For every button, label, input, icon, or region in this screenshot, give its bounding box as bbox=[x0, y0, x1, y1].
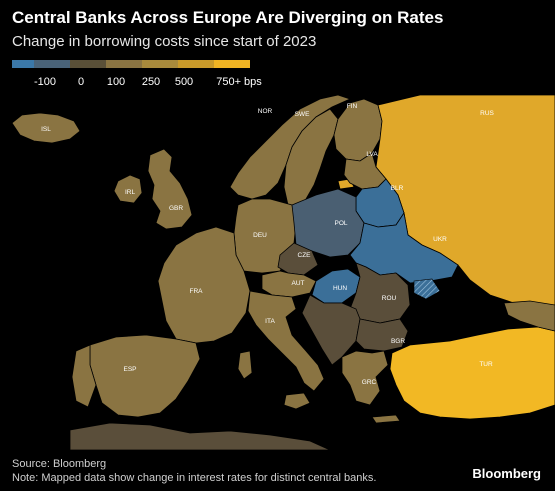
chart-footer: Source: Bloomberg Note: Mapped data show… bbox=[12, 457, 376, 485]
country-caucasus bbox=[503, 300, 555, 332]
country-label: BGR bbox=[391, 338, 405, 345]
country-label: IRL bbox=[125, 189, 136, 196]
country-label: GBR bbox=[169, 205, 183, 212]
legend-swatch-0 bbox=[34, 60, 70, 68]
europe-map: ISL NOR SWE FIN RUS LVA BLR IRL GBR DEU … bbox=[11, 95, 555, 450]
legend-swatch-750 bbox=[178, 60, 214, 68]
country-label: SWE bbox=[295, 111, 310, 118]
country-ita-sardinia bbox=[237, 350, 253, 380]
source-note: Source: Bloomberg bbox=[12, 458, 107, 470]
country-grc bbox=[341, 350, 389, 406]
country-label: CZE bbox=[298, 252, 312, 259]
country-label: POL bbox=[334, 220, 347, 227]
country-cze bbox=[277, 242, 319, 276]
country-label: GRC bbox=[362, 379, 377, 386]
country-label: ESP bbox=[123, 366, 136, 373]
country-irl bbox=[113, 174, 143, 204]
country-aut bbox=[261, 270, 317, 298]
country-label: LVA bbox=[366, 151, 378, 158]
bloomberg-logo: Bloomberg bbox=[472, 466, 541, 481]
legend-label: 750+ bps bbox=[216, 76, 262, 88]
country-isl bbox=[11, 112, 81, 144]
country-ukr bbox=[349, 211, 459, 284]
country-ita-sicily bbox=[283, 392, 311, 410]
country-label: TUR bbox=[479, 361, 493, 368]
country-label: ROU bbox=[382, 295, 397, 302]
chart-subtitle: Change in borrowing costs since start of… bbox=[12, 33, 317, 50]
color-legend: -100 0 100 250 500 750+ bps bbox=[12, 60, 272, 92]
legend-swatch-250 bbox=[106, 60, 142, 68]
country-label: HUN bbox=[333, 285, 347, 292]
country-label: ITA bbox=[265, 318, 275, 325]
country-label: FIN bbox=[347, 103, 358, 110]
country-label: UKR bbox=[433, 236, 447, 243]
legend-swatch-500 bbox=[142, 60, 178, 68]
legend-label: 100 bbox=[106, 76, 126, 88]
country-label: AUT bbox=[292, 280, 305, 287]
country-label: NOR bbox=[258, 108, 273, 115]
country-esp bbox=[89, 334, 201, 418]
country-crimea bbox=[413, 278, 441, 300]
legend-swatch-minus100 bbox=[12, 60, 34, 68]
chart-title: Central Banks Across Europe Are Divergin… bbox=[12, 8, 444, 27]
country-north-africa bbox=[69, 422, 331, 450]
legend-label: 500 bbox=[174, 76, 194, 88]
country-label: RUS bbox=[480, 110, 494, 117]
data-note: Note: Mapped data show change in interes… bbox=[12, 472, 377, 484]
country-label: BLR bbox=[391, 185, 404, 192]
country-fra bbox=[157, 226, 251, 344]
country-label: FRA bbox=[190, 288, 204, 295]
country-label: DEU bbox=[253, 232, 267, 239]
legend-label: -100 bbox=[33, 76, 57, 88]
country-gbr bbox=[147, 148, 193, 230]
country-tur bbox=[389, 326, 555, 420]
country-label: ISL bbox=[41, 126, 51, 133]
legend-label: 0 bbox=[77, 76, 85, 88]
legend-swatch-100 bbox=[70, 60, 106, 68]
country-grc-crete bbox=[371, 414, 401, 424]
legend-swatch-750plus bbox=[214, 60, 250, 68]
country-fin bbox=[333, 98, 383, 162]
country-prt bbox=[71, 344, 97, 408]
country-nor bbox=[229, 95, 352, 200]
country-ita bbox=[247, 290, 325, 392]
legend-label: 250 bbox=[141, 76, 161, 88]
country-balkans bbox=[301, 294, 361, 366]
country-bgr bbox=[355, 318, 409, 352]
legend-color-bar bbox=[12, 60, 250, 68]
